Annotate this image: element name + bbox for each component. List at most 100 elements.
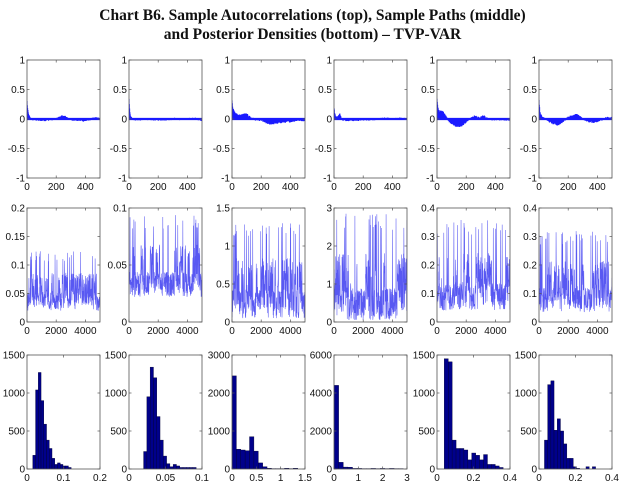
y-tick-label: -1 (323, 174, 332, 185)
panel-bottom-4: 0 2000 4000 6000 0 1 2 3 (310, 351, 410, 485)
x-tick-label: 0 (126, 182, 132, 193)
histogram-bar (159, 439, 164, 469)
plot-area (232, 223, 305, 319)
x-tick-label: 0 (126, 326, 132, 337)
histogram-bar (573, 466, 577, 469)
axes-box (231, 354, 306, 470)
sample-path (27, 251, 100, 312)
plot-area (232, 375, 298, 469)
y-tick-label: 0 (326, 318, 332, 329)
plot-area (437, 98, 510, 127)
y-tick-label: -0.5 (213, 144, 231, 155)
y-tick-label: 500 (520, 427, 537, 438)
x-tick-label: 0.4 (605, 473, 619, 484)
y-tick-label: 3000 (208, 351, 231, 362)
histogram-bar (249, 436, 255, 469)
y-tick-label: 1 (326, 280, 332, 291)
histogram-bar (40, 400, 44, 469)
x-tick-label: 400 (487, 182, 504, 193)
histogram-bar (475, 455, 480, 469)
histogram-bar (467, 459, 472, 469)
y-tick-label: 0.5 (318, 85, 332, 96)
x-tick-label: 0.2 (93, 473, 107, 484)
x-tick-label: 0 (24, 326, 30, 337)
x-tick-label: 0 (126, 473, 132, 484)
x-tick-label: 0 (331, 473, 337, 484)
axes-box (333, 207, 408, 323)
panel-middle-5: 0 0.1 0.2 0.3 0.4 0 2000 4000 (421, 204, 511, 337)
axes-box (333, 354, 408, 470)
panel-bottom-6: 0 500 1000 1500 0 0.2 0.4 (515, 351, 620, 485)
y-tick-label: 1 (224, 56, 230, 67)
panel-top-6: -1 -0.5 0 0.5 1 0 200 400 (520, 56, 613, 193)
y-tick-label: 1000 (208, 427, 231, 438)
x-tick-label: 0 (24, 182, 30, 193)
x-tick-label: 4000 (176, 326, 199, 337)
histogram-bar (553, 430, 558, 469)
y-tick-label: -0.5 (520, 144, 538, 155)
y-tick-label: 0 (224, 115, 230, 126)
plot-area (232, 100, 305, 125)
x-tick-label: 0 (434, 182, 440, 193)
histogram-bar (163, 455, 167, 469)
histogram-bar (495, 465, 500, 469)
sample-path (539, 231, 612, 313)
x-tick-label: 0.2 (569, 473, 583, 484)
x-tick-label: 0 (229, 326, 235, 337)
panel-top-2: -1 -0.5 0 0.5 1 0 200 400 (110, 56, 203, 193)
y-tick-label: 0 (19, 115, 25, 126)
histogram-bar (550, 380, 555, 469)
histogram-bar (560, 430, 564, 469)
histogram-bar (51, 458, 55, 469)
histogram-bar (172, 464, 177, 469)
x-tick-label: 0 (434, 473, 440, 484)
plot-area (334, 213, 407, 321)
panel-top-1: -1 -0.5 0 0.5 1 0 200 400 (8, 56, 101, 193)
y-tick-label: 0.2 (11, 204, 25, 215)
y-tick-label: -1 (426, 174, 435, 185)
x-tick-label: 2 (380, 473, 386, 484)
x-tick-label: 0 (229, 473, 235, 484)
y-tick-label: 0.4 (523, 204, 537, 215)
x-tick-label: 4000 (484, 326, 507, 337)
y-tick-label: 3 (326, 204, 332, 215)
y-tick-label: 1 (531, 56, 537, 67)
histogram-bar (46, 439, 50, 469)
y-tick-label: 1.5 (216, 204, 230, 215)
y-tick-label: 1000 (3, 389, 26, 400)
plot-area (334, 107, 407, 122)
histogram-bar (60, 464, 64, 469)
histogram-bar (347, 467, 353, 469)
y-tick-label: 0.5 (523, 85, 537, 96)
histogram-bar (463, 449, 469, 469)
histogram-bar (236, 449, 241, 469)
histogram-bar (57, 462, 61, 469)
y-tick-label: 1 (121, 56, 127, 67)
y-tick-label: 0 (531, 318, 537, 329)
histogram-bar (43, 423, 47, 469)
x-tick-label: 2000 (45, 326, 68, 337)
y-tick-label: -1 (221, 174, 230, 185)
y-tick-label: 1000 (413, 389, 436, 400)
y-tick-label: 2000 (310, 427, 333, 438)
x-tick-label: 0.5 (249, 473, 263, 484)
x-tick-label: 2000 (250, 326, 273, 337)
panel-top-4: -1 -0.5 0 0.5 1 0 200 400 (315, 56, 408, 193)
histogram-bar (253, 450, 259, 469)
histogram-bar (232, 375, 237, 469)
acf-series (232, 100, 305, 125)
histogram-bar (499, 467, 504, 469)
histogram-bar (35, 389, 39, 469)
histogram-bar (544, 439, 548, 469)
plot-area (27, 251, 100, 312)
histogram-bar (451, 439, 457, 469)
panel-middle-2: 0 0.05 0.1 0 2000 4000 (108, 204, 203, 337)
y-tick-label: 0.5 (216, 280, 230, 291)
histogram-bar (448, 361, 453, 469)
histogram-bar (557, 418, 561, 469)
y-tick-label: 0 (429, 318, 435, 329)
axes-box (128, 207, 203, 323)
x-tick-label: 200 (48, 182, 65, 193)
panel-top-5: -1 -0.5 0 0.5 1 0 200 400 (418, 56, 511, 193)
panel-middle-3: 0 0.5 1 1.5 0 2000 4000 (216, 204, 306, 337)
